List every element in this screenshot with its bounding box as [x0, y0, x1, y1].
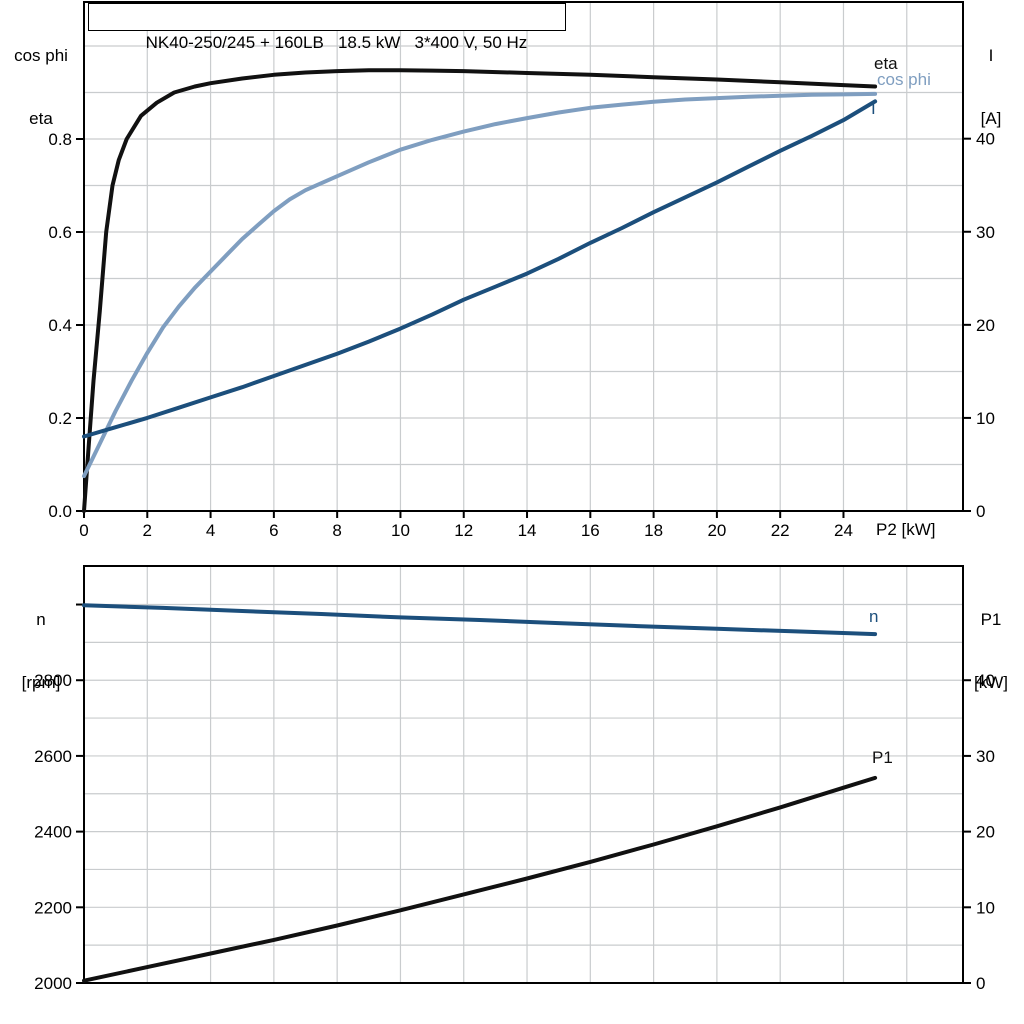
speed-curve-label: n	[869, 607, 879, 626]
right-tick-label: 40	[976, 130, 995, 149]
curve-current	[82, 99, 878, 439]
right-tick-label: 10	[976, 409, 995, 428]
x-tick-label: 4	[206, 521, 215, 540]
chart-bottom: 2000 2200 2400 2600 2800 0 10 20 30 40	[34, 565, 995, 993]
current-axis-label: I	[988, 46, 994, 65]
eta-axis-label: eta	[29, 109, 53, 128]
left-tick-label: 2400	[34, 823, 72, 842]
chart-title-box: NK40-250/245 + 160LB 18.5 kW 3*400 V, 50…	[88, 3, 566, 52]
right-tick-label: 30	[976, 223, 995, 242]
x-tick-label: 16	[581, 521, 600, 540]
x-tick-label: 6	[269, 521, 278, 540]
plot-border	[83, 565, 964, 984]
p1-curve-label: P1	[872, 748, 893, 767]
left-tick-label: 0.4	[48, 316, 72, 335]
current-curve-label: I	[871, 99, 876, 118]
left-tick-label: 2000	[34, 974, 72, 993]
p1-axis-label: P1	[980, 610, 1002, 629]
axis-ticks	[76, 603, 971, 984]
gridlines	[84, 566, 963, 983]
axis-ticks	[76, 137, 971, 518]
right-tick-label: 0	[976, 502, 985, 521]
curve-p1	[82, 775, 878, 983]
left-tick-label: 2600	[34, 747, 72, 766]
x-tick-label: 18	[644, 521, 663, 540]
top-right-axis-header: I [A]	[962, 3, 1020, 171]
cos-phi-curve-label: cos phi	[877, 70, 931, 89]
curve-cos-phi	[82, 91, 878, 479]
left-tick-label: 2800	[34, 671, 72, 690]
right-tick-label: 10	[976, 898, 995, 917]
x-tick-label: 20	[707, 521, 726, 540]
gridlines	[84, 2, 963, 511]
speed-axis-unit: [rpm]	[21, 673, 61, 692]
x-tick-label: 24	[834, 521, 853, 540]
top-left-axis-header: cos phi eta	[2, 3, 80, 171]
current-axis-unit: [A]	[980, 109, 1002, 128]
x-tick-label: 12	[454, 521, 473, 540]
cos-phi-axis-label: cos phi	[14, 46, 68, 65]
right-tick-label: 20	[976, 316, 995, 335]
eta-curve-label: eta	[874, 54, 898, 73]
left-tick-label: 0.2	[48, 409, 72, 428]
x-tick-label: 0	[79, 521, 88, 540]
x-tick-label: 2	[143, 521, 152, 540]
curve-speed	[82, 603, 878, 637]
right-tick-label: 40	[976, 671, 995, 690]
x-tick-label: 22	[771, 521, 790, 540]
x-tick-label: 8	[332, 521, 341, 540]
left-tick-label: 2200	[34, 898, 72, 917]
bottom-left-axis-header: n [rpm]	[2, 567, 80, 735]
left-tick-label: 0.0	[48, 502, 72, 521]
left-tick-label: 0.8	[48, 130, 72, 149]
left-tick-label: 0.6	[48, 223, 72, 242]
x-tick-label: 14	[518, 521, 537, 540]
curve-eta	[82, 68, 878, 513]
p1-axis-unit: [kW]	[974, 673, 1008, 692]
x-axis-title: P2 [kW]	[876, 520, 936, 539]
plot-border	[83, 1, 964, 512]
chart-title: NK40-250/245 + 160LB 18.5 kW 3*400 V, 50…	[145, 33, 528, 52]
right-tick-label: 30	[976, 747, 995, 766]
tick-labels: 2000 2200 2400 2600 2800 0 10 20 30 40	[34, 671, 995, 993]
right-tick-label: 20	[976, 823, 995, 842]
speed-axis-label: n	[36, 610, 46, 629]
x-tick-label: 10	[391, 521, 410, 540]
right-tick-label: 0	[976, 974, 985, 993]
bottom-right-axis-header: P1 [kW]	[962, 567, 1020, 735]
